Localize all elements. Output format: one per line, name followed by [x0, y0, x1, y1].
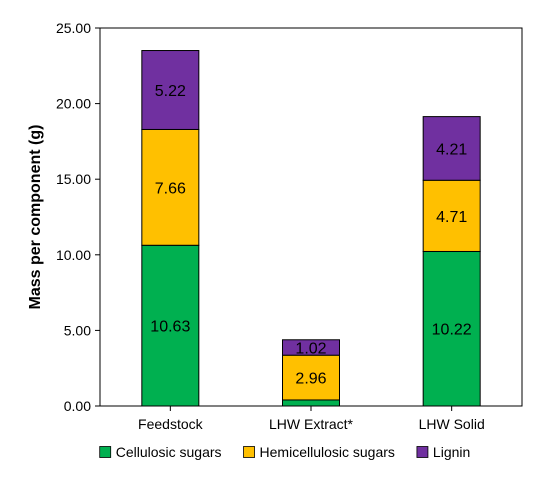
legend-label: Lignin [433, 444, 470, 460]
bar-segment [282, 399, 340, 407]
bar-segment [282, 354, 340, 401]
bar-segment [422, 250, 481, 407]
data-label: 10.22 [432, 322, 472, 339]
legend-swatch [99, 446, 112, 458]
y-tick-label: 25.00 [56, 20, 91, 36]
y-tick-label: 20.00 [56, 96, 91, 112]
bar-segment [141, 128, 200, 246]
bar-segment [282, 339, 340, 356]
data-label: 5.22 [155, 83, 186, 100]
bar-segment [422, 116, 481, 181]
bar-segment [422, 179, 481, 252]
x-tick-label: Feedstock [138, 416, 204, 432]
data-label: 1.02 [295, 340, 326, 357]
data-label: 7.66 [155, 180, 186, 197]
legend-swatch [243, 446, 255, 458]
bar-segment [141, 50, 200, 130]
x-tick-label: LHW Solid [419, 416, 485, 432]
y-tick-label: 0.00 [64, 398, 91, 414]
legend-label: Hemicellulosic sugars [260, 444, 395, 460]
data-label: 2.96 [295, 371, 326, 388]
legend-swatch [416, 446, 429, 458]
x-tick-label: LHW Extract* [269, 416, 354, 432]
data-label: 4.21 [436, 141, 467, 158]
data-label: 4.71 [436, 209, 467, 226]
data-label: 10.63 [150, 319, 190, 336]
y-axis-label: Mass per component (g) [27, 125, 44, 310]
y-tick-label: 10.00 [56, 247, 91, 263]
y-tick-label: 15.00 [56, 171, 91, 187]
y-tick-label: 5.00 [64, 322, 91, 338]
legend-label: Cellulosic sugars [116, 444, 222, 460]
